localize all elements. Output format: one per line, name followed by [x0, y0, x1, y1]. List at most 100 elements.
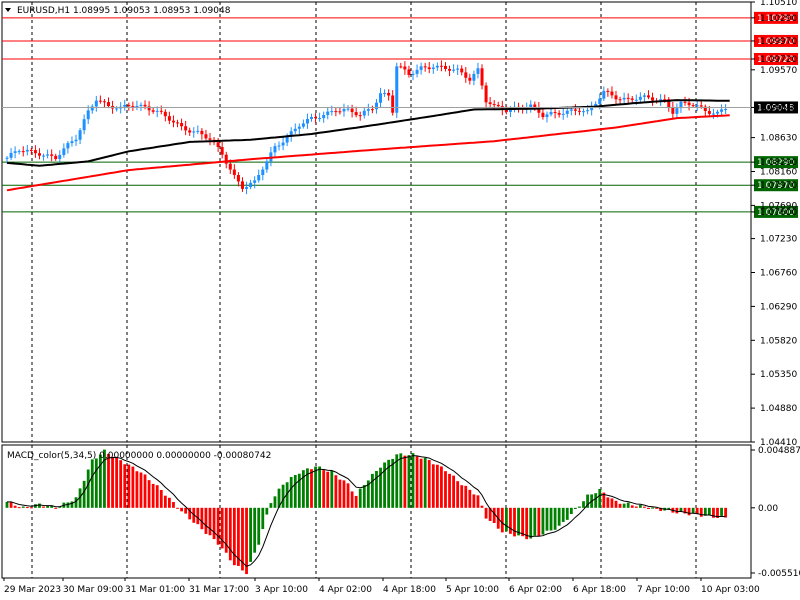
current-price-badge [754, 101, 798, 114]
macd-tick-label: 0.00 [758, 504, 778, 514]
bull-candle-body [62, 148, 66, 155]
macd-bar-up [98, 454, 102, 508]
bear-candle-body [468, 77, 472, 81]
macd-bar-down [228, 507, 232, 561]
macd-panel[interactable]: MACD_color(5,34,5) 0.00000000 0.00000000… [1, 444, 752, 579]
bear-candle-body [391, 95, 395, 113]
macd-bar-up [58, 506, 62, 508]
macd-bar-down [155, 485, 159, 508]
macd-bar-down [232, 507, 236, 566]
bull-candle-body [586, 110, 590, 112]
macd-bar-up [586, 494, 589, 508]
price-tick-label: 1.07230 [760, 235, 797, 245]
time-tick-label: 10 Apr 03:00 [701, 585, 760, 595]
bull-candle-body [94, 100, 98, 107]
macd-bar-up [578, 506, 581, 508]
horizontal-levels[interactable]: 1.10290 1.09970 1.09720 1.08290 1.07970 1.076… [2, 11, 798, 218]
bull-candle-body [273, 146, 277, 153]
macd-bar-down [403, 455, 407, 508]
macd-bar-down [107, 453, 110, 508]
bull-candle-body [634, 99, 638, 101]
bear-candle-body [163, 111, 167, 117]
macd-bar-up [569, 507, 573, 515]
time-tick-label: 3 Apr 10:00 [255, 585, 308, 595]
bull-candle-body [419, 66, 423, 70]
macd-bar-down [602, 492, 606, 508]
bear-candle-body [171, 120, 175, 123]
bull-candle-body [310, 117, 313, 119]
bear-candle-body [358, 115, 362, 117]
ma-slow-line [6, 114, 730, 192]
bull-candle-body [695, 105, 699, 107]
time-tick-label: 7 Apr 10:00 [637, 585, 690, 595]
price-tick-label: 1.06290 [760, 302, 797, 312]
time-tick-label: 30 Mar 09:00 [63, 585, 123, 595]
macd-bar-down [143, 474, 147, 508]
macd-bar-down [452, 475, 455, 508]
bear-candle-body [127, 104, 131, 107]
macd-bar-up [375, 471, 378, 508]
resistance-level-label: 1.10290 [757, 14, 794, 24]
bear-candle-body [151, 110, 155, 112]
support-level-badge [754, 156, 798, 169]
bear-candle-body [537, 107, 541, 113]
macd-bar-up [358, 488, 362, 508]
bull-candle-body [74, 139, 78, 142]
macd-bar-up [90, 459, 94, 508]
bear-candle-body [236, 175, 240, 182]
bull-candle-body [326, 111, 330, 115]
macd-bar-down [172, 501, 175, 508]
bear-candle-body [691, 105, 695, 107]
price-tick-label: 1.04880 [760, 404, 797, 414]
macd-bar-up [679, 507, 683, 512]
bear-candle-body [159, 110, 163, 112]
macd-bar-down [168, 497, 171, 508]
bull-candle-body [245, 187, 249, 189]
macd-bar-down [151, 483, 155, 508]
macd-bar-up [66, 502, 70, 508]
bull-candle-body [66, 143, 70, 149]
time-tick-label: 4 Apr 18:00 [383, 585, 436, 595]
bull-candle-body [318, 118, 322, 120]
bear-candle-body [176, 122, 180, 124]
macd-bar-down [440, 466, 443, 508]
macd-bar-up [362, 485, 366, 508]
macd-axis: 0.004887 0.00 -0.005510 [751, 446, 800, 579]
bear-candle-body [50, 154, 54, 156]
bear-candle-body [143, 104, 147, 107]
macd-bar-down [712, 507, 715, 518]
macd-bar-down [647, 507, 650, 509]
bull-candle-body [602, 90, 606, 99]
bull-candle-body [277, 145, 281, 147]
bull-candle-body [330, 111, 334, 113]
macd-bar-down [139, 472, 143, 508]
bull-candle-body [46, 154, 50, 156]
bull-candle-body [257, 174, 261, 181]
macd-bar-down [54, 507, 58, 509]
bull-candle-body [724, 108, 728, 110]
bear-candle-body [232, 169, 236, 176]
macd-bar-up [504, 507, 508, 532]
bull-candle-body [411, 73, 415, 75]
macd-bar-up [598, 488, 602, 508]
chart-menu-arrow-icon[interactable] [5, 8, 11, 12]
macd-bar-up [383, 462, 386, 508]
bear-candle-body [610, 91, 614, 96]
resistance-level-badge [754, 52, 798, 65]
resistance-level-label: 1.09720 [757, 55, 794, 65]
bull-candle-body [135, 105, 139, 107]
macd-tick-label: -0.005510 [758, 569, 800, 579]
macd-bar-down [326, 471, 330, 508]
price-panel[interactable]: 1.10290 1.09970 1.09720 1.08290 1.07970 1.076… [1, 1, 798, 443]
bear-candle-body [573, 109, 577, 111]
macd-bar-down [310, 469, 313, 508]
macd-bar-up [86, 469, 90, 508]
bull-candle-body [5, 157, 9, 159]
bull-candle-body [249, 182, 253, 188]
macd-bar-down [521, 507, 525, 537]
macd-bar-up [622, 503, 626, 508]
macd-bar-down [448, 473, 451, 508]
bear-candle-body [618, 99, 622, 101]
